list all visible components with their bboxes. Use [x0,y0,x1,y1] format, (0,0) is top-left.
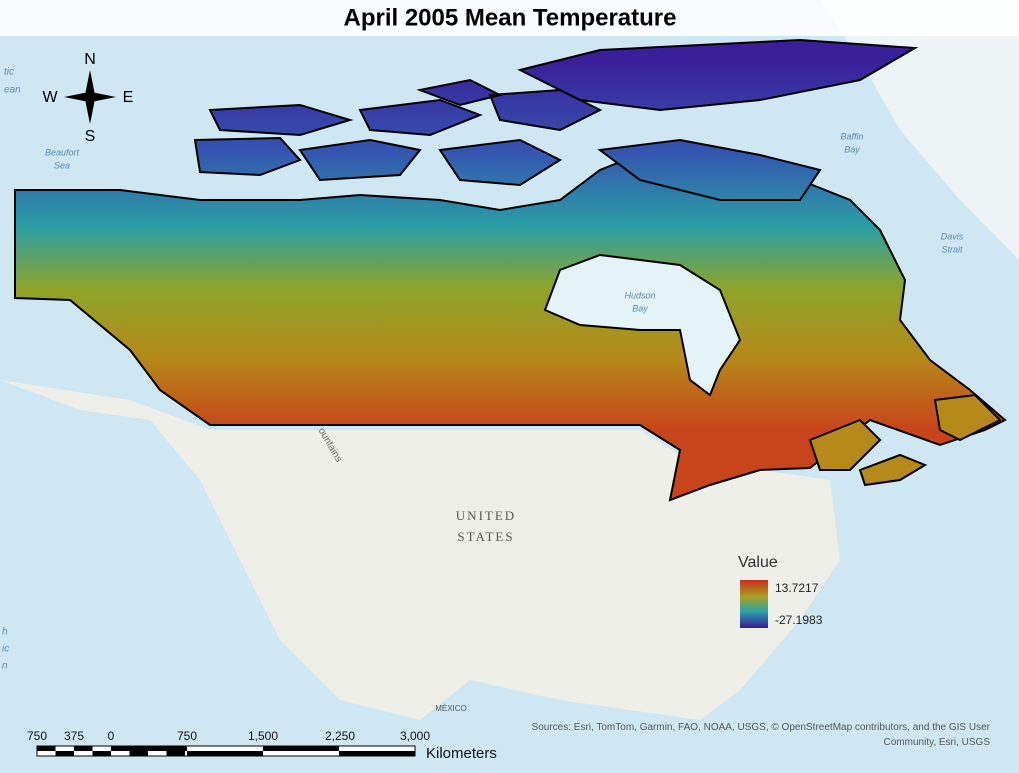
scale-unit: Kilometers [426,745,497,762]
atlantic-islands [808,393,1002,487]
arctic-islands [193,38,919,201]
scale-bar-label: 750 [27,729,47,743]
compass-s: S [85,128,96,145]
place-label-line: Sea [54,160,70,170]
scale-bar-segment [129,751,148,756]
scale-bar-label: 375 [64,729,84,743]
place-label-line: ean [4,85,21,96]
place-label-line: MÉXICO [435,704,467,713]
hudson-bay [543,253,742,397]
scale-bar-segment [111,746,187,751]
scale-bar-segment [74,746,93,751]
map-title: April 2005 Mean Temperature [343,4,676,31]
legend-ramp [740,580,768,628]
scale-bar-label: 1,500 [248,729,278,743]
scale-bar-segment [37,746,56,751]
place-label-line: Bay [844,144,860,154]
legend-title: Value [738,554,778,571]
place-label-line: tic [4,67,14,78]
title-band [0,0,1019,36]
legend-max: 13.7217 [775,581,819,595]
scale-bar-segment [263,746,339,751]
scale-bar-label: 0 [108,729,115,743]
canada-mainland [14,149,1007,502]
scale-bar-segment [187,751,263,756]
compass-w: W [42,89,58,106]
place-label-line: UNITED [456,508,516,523]
place-label-line: Beaufort [45,147,80,157]
scale-bar-label: 2,250 [325,729,355,743]
place-label: h ic n [2,627,9,672]
scale-bar-segment [92,751,111,756]
place-label: tic ean [4,67,21,96]
place-label: Davis Strait [941,231,964,254]
compass-e: E [123,89,134,106]
place-label: Hudson Bay [624,290,655,313]
place-label-line: STATES [457,529,514,544]
place-label-line: Baffin [840,131,863,141]
place-label-line: n [2,661,8,672]
scale-bar-segment [339,751,415,756]
place-label-line: Davis [941,231,964,241]
usa-mexico-land [0,380,840,720]
sources: Sources: Esri, TomTom, Garmin, FAO, NOAA… [531,722,990,748]
place-label-line: Hudson [624,290,655,300]
place-label: UNITED STATES [456,508,516,544]
scale-bar-segment [55,751,74,756]
place-label: Beaufort Sea [45,147,80,170]
place-label-line: Strait [941,244,963,254]
legend-min: -27.1983 [775,613,823,627]
place-label-line: h [2,627,8,638]
scale-bar-label: 3,000 [400,729,430,743]
place-label: MÉXICO [435,704,467,713]
place-label-line: Bay [632,303,648,313]
compass: N S E W [42,51,133,145]
scale-bar-segment [166,751,185,756]
place-label: Baffin Bay [840,131,863,154]
place-label-line: ic [2,644,9,655]
scale-bar-label: 750 [177,729,197,743]
compass-n: N [84,51,96,68]
